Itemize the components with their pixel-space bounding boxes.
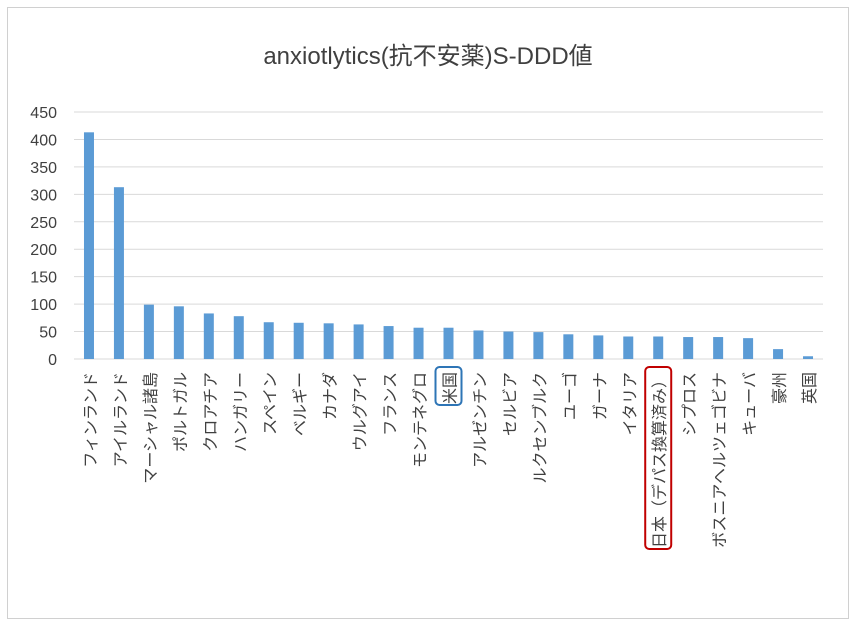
x-tick-label: 米国 bbox=[441, 372, 460, 404]
bar bbox=[113, 187, 124, 359]
x-tick-label: ベルギー bbox=[291, 372, 310, 436]
y-tick-label: 0 bbox=[48, 352, 57, 369]
x-tick-label: ボスニアヘルツェゴビナ bbox=[710, 372, 729, 548]
x-tick-label: アイルランド bbox=[111, 372, 130, 467]
x-tick-label: 豪州 bbox=[770, 372, 789, 404]
chart-title: anxiotlytics(抗不安薬)S-DDD値 bbox=[263, 43, 592, 70]
x-tick-label: ユーゴ bbox=[560, 372, 579, 420]
x-tick-label: セルビア bbox=[500, 372, 519, 436]
bar bbox=[743, 338, 754, 359]
bar bbox=[323, 323, 334, 359]
x-tick-label: ポルトガル bbox=[171, 372, 190, 452]
highlight-box bbox=[434, 366, 463, 406]
highlight-box bbox=[644, 366, 673, 550]
bar bbox=[563, 334, 574, 359]
y-tick-label: 200 bbox=[30, 242, 57, 259]
x-tick-label: モンテネグロ bbox=[411, 372, 430, 468]
y-tick-label: 100 bbox=[30, 297, 57, 314]
x-tick-label: シプロス bbox=[680, 372, 699, 436]
bar bbox=[353, 324, 364, 359]
y-axis: 0 50 100 150 200 250 300 350 400 450 bbox=[30, 105, 57, 369]
y-tick-label: 300 bbox=[30, 187, 57, 204]
x-tick-label: カナダ bbox=[321, 372, 340, 420]
bar bbox=[83, 132, 94, 359]
x-tick-label: マーシャル諸島 bbox=[141, 372, 160, 484]
bar bbox=[293, 322, 304, 359]
y-tick-label: 250 bbox=[30, 215, 57, 232]
x-axis-labels: フィンランド アイルランド マーシャル諸島 ポルトガル クロアチア ハンガリー スペイン ベル… bbox=[81, 372, 819, 548]
bar bbox=[383, 326, 394, 359]
bar bbox=[533, 332, 544, 359]
bar bbox=[473, 330, 484, 359]
bar bbox=[443, 327, 454, 359]
x-tick-label: キューバ bbox=[740, 372, 759, 436]
bar bbox=[773, 349, 784, 359]
bar bbox=[173, 306, 184, 359]
y-tick-label: 350 bbox=[30, 160, 57, 177]
x-tick-label: イタリア bbox=[620, 372, 639, 435]
y-tick-label: 50 bbox=[39, 325, 57, 342]
bar bbox=[263, 322, 274, 359]
bar bbox=[713, 337, 724, 359]
bars bbox=[83, 132, 814, 359]
bar bbox=[623, 336, 634, 359]
bar bbox=[683, 337, 694, 359]
bar bbox=[593, 335, 604, 359]
bar bbox=[203, 313, 214, 359]
bar bbox=[503, 331, 514, 359]
y-tick-label: 150 bbox=[30, 270, 57, 287]
x-tick-label: ウルグアイ bbox=[351, 372, 370, 451]
bar bbox=[653, 336, 664, 359]
x-tick-label: フランス bbox=[381, 372, 400, 436]
x-tick-label: 英国 bbox=[800, 372, 819, 404]
y-tick-label: 400 bbox=[30, 132, 57, 149]
x-tick-label: ルクセンブルク bbox=[530, 372, 549, 484]
x-tick-label: アルゼンチン bbox=[470, 372, 489, 468]
bar bbox=[413, 327, 424, 359]
gridlines bbox=[74, 111, 823, 360]
highlight-boxes bbox=[434, 366, 673, 550]
bar bbox=[803, 356, 814, 359]
x-tick-label: ガーナ bbox=[590, 372, 609, 420]
x-tick-label: クロアチア bbox=[201, 372, 220, 452]
y-tick-label: 450 bbox=[30, 105, 57, 122]
x-tick-label: スペイン bbox=[261, 372, 280, 435]
bar bbox=[143, 304, 154, 359]
x-tick-label: ハンガリー bbox=[231, 372, 250, 452]
bar bbox=[233, 316, 244, 359]
x-tick-label: 日本（デパス換算済み） bbox=[650, 372, 669, 548]
x-tick-label: フィンランド bbox=[81, 372, 100, 468]
